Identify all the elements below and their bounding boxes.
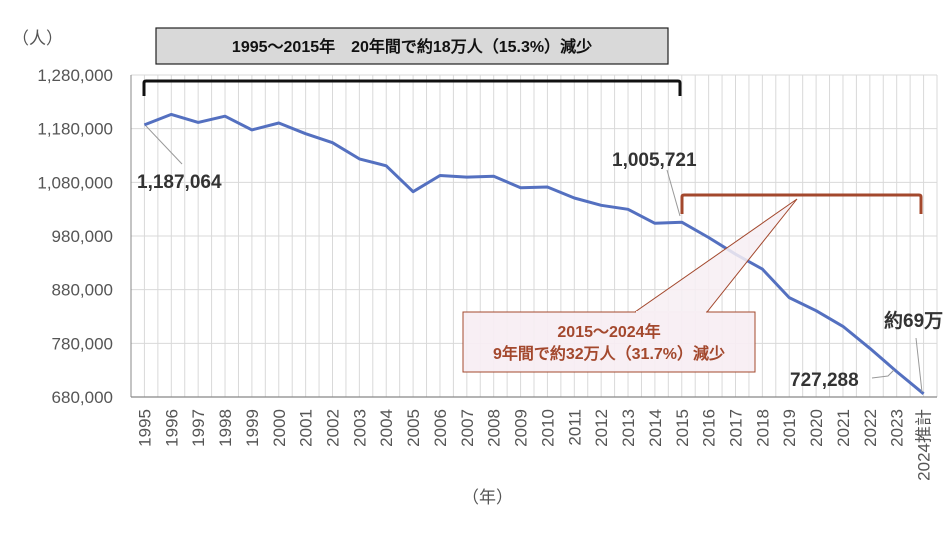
x-tick-label: 2000 — [270, 409, 289, 447]
x-tick-label: 2011 — [565, 409, 584, 446]
x-tick-label: 2005 — [404, 409, 423, 447]
x-tick-label: 2012 — [592, 409, 611, 447]
callout-line-1: 2015～2024年 — [557, 322, 660, 341]
bracket-2015-2024 — [680, 193, 923, 214]
x-tick-label: 1995 — [135, 409, 154, 447]
x-tick-label: 2013 — [619, 409, 638, 447]
callout-pointer — [633, 198, 798, 313]
y-tick-label: 1,180,000 — [37, 120, 113, 139]
x-tick-label: 2001 — [297, 409, 316, 447]
x-axis-label: （年） — [462, 488, 513, 507]
x-tick-label: 1996 — [162, 409, 181, 447]
x-tick-label: 2003 — [350, 409, 369, 447]
bracket-1995-2015 — [142, 79, 682, 96]
x-tick-label: 2010 — [538, 409, 557, 447]
x-tick-label: 1998 — [216, 409, 235, 447]
leader-1995 — [145, 125, 183, 165]
x-tick-label: 2020 — [807, 409, 826, 447]
y-tick-label: 1,080,000 — [37, 173, 113, 192]
x-tick-label: 2015 — [673, 409, 692, 447]
y-tick-label: 780,000 — [52, 334, 113, 353]
y-tick-label: 980,000 — [52, 227, 113, 246]
x-tick-label: 2009 — [512, 409, 531, 447]
leader-2024 — [915, 337, 923, 393]
x-tick-label: 2007 — [458, 409, 477, 447]
x-tick-label: 2023 — [888, 409, 907, 447]
data-label-2015: 1,005,721 — [612, 150, 697, 171]
data-label-1995: 1,187,064 — [137, 172, 222, 193]
summary-box-text: 1995～2015年 20年間で約18万人（15.3%）減少 — [232, 37, 592, 56]
x-tick-label: 2017 — [727, 409, 746, 447]
x-tick-label: 2014 — [646, 409, 665, 447]
x-axis-ticks: 1995 1996 1997 1998 1999 2000 2001 2002 2003 2004… — [135, 409, 933, 481]
x-tick-label: 2022 — [861, 409, 880, 447]
x-tick-label: 2016 — [700, 409, 719, 447]
x-tick-label: 2002 — [324, 409, 343, 447]
data-label-2024: 約69万 — [884, 309, 943, 332]
y-tick-label: 1,280,000 — [37, 66, 113, 85]
summary-box — [155, 27, 669, 65]
y-axis-ticks: 1,280,000 1,180,000 1,080,000 980,000 880,00… — [37, 66, 113, 407]
x-tick-label: 2019 — [780, 409, 799, 447]
x-tick-label: 2024推計 — [915, 409, 934, 481]
x-tick-label: 1999 — [243, 409, 262, 447]
leader-2023 — [871, 369, 895, 379]
x-tick-label: 2021 — [834, 409, 853, 447]
x-tick-label: 2004 — [377, 409, 396, 447]
y-tick-label: 680,000 — [52, 388, 113, 407]
callout-line-2: 9年間で約32万人（31.7%）減少 — [493, 344, 725, 363]
x-tick-label: 1997 — [189, 409, 208, 447]
x-tick-label: 2018 — [753, 409, 772, 447]
leader-2015 — [666, 169, 681, 217]
x-tick-label: 2006 — [431, 409, 450, 447]
data-label-2023: 727,288 — [790, 370, 859, 391]
callout-box — [462, 311, 756, 373]
y-tick-label: 880,000 — [52, 281, 113, 300]
x-tick-label: 2008 — [485, 409, 504, 447]
y-axis-label: （人） — [12, 29, 63, 48]
series-line-births — [143, 112, 925, 395]
